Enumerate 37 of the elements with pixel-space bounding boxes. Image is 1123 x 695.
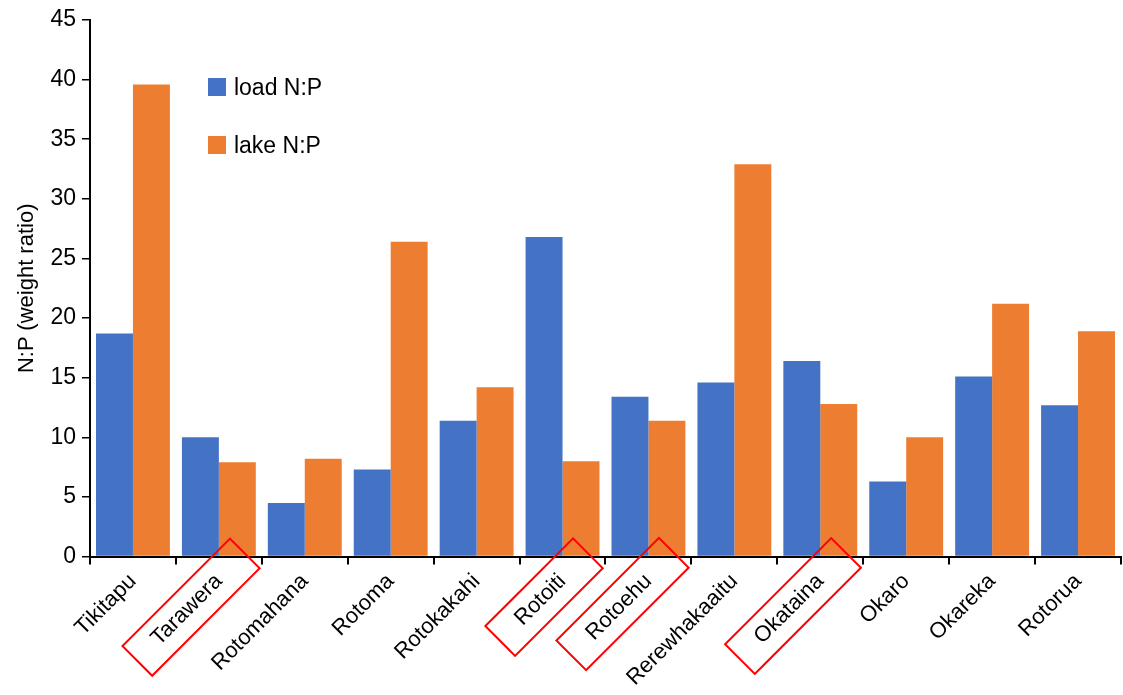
bar <box>304 458 342 556</box>
bar <box>648 420 686 556</box>
y-tick-label: 20 <box>50 303 76 330</box>
bar <box>96 333 133 556</box>
bar <box>181 437 219 556</box>
bar <box>132 84 170 556</box>
bar <box>734 164 772 556</box>
y-tick-label: 45 <box>50 5 76 32</box>
bar <box>820 403 858 556</box>
y-tick-label: 10 <box>50 422 76 449</box>
y-tick-label: 25 <box>50 243 76 270</box>
bar <box>525 237 563 556</box>
bar <box>1041 405 1079 556</box>
bar <box>955 376 993 556</box>
bar <box>353 469 391 556</box>
bar <box>267 502 305 556</box>
bar <box>869 481 907 556</box>
bar <box>1078 331 1115 556</box>
bar <box>439 420 477 556</box>
bar <box>783 361 821 556</box>
y-tick-label: 5 <box>63 482 76 509</box>
legend-label: lake N:P <box>233 131 321 159</box>
y-tick-label: 0 <box>63 541 76 568</box>
y-axis-title: N:P (weight ratio) <box>13 203 39 374</box>
bar <box>476 387 514 556</box>
bar <box>218 462 256 556</box>
bar <box>611 396 649 556</box>
y-tick-label: 40 <box>50 64 76 91</box>
bar <box>697 382 735 556</box>
bar <box>992 303 1030 556</box>
bar <box>906 437 944 556</box>
y-tick-label: 35 <box>50 124 76 151</box>
bar <box>562 461 600 556</box>
y-tick-label: 30 <box>50 184 76 211</box>
legend-label: load N:P <box>233 73 323 101</box>
y-tick-label: 15 <box>50 363 76 390</box>
bar <box>390 241 428 556</box>
